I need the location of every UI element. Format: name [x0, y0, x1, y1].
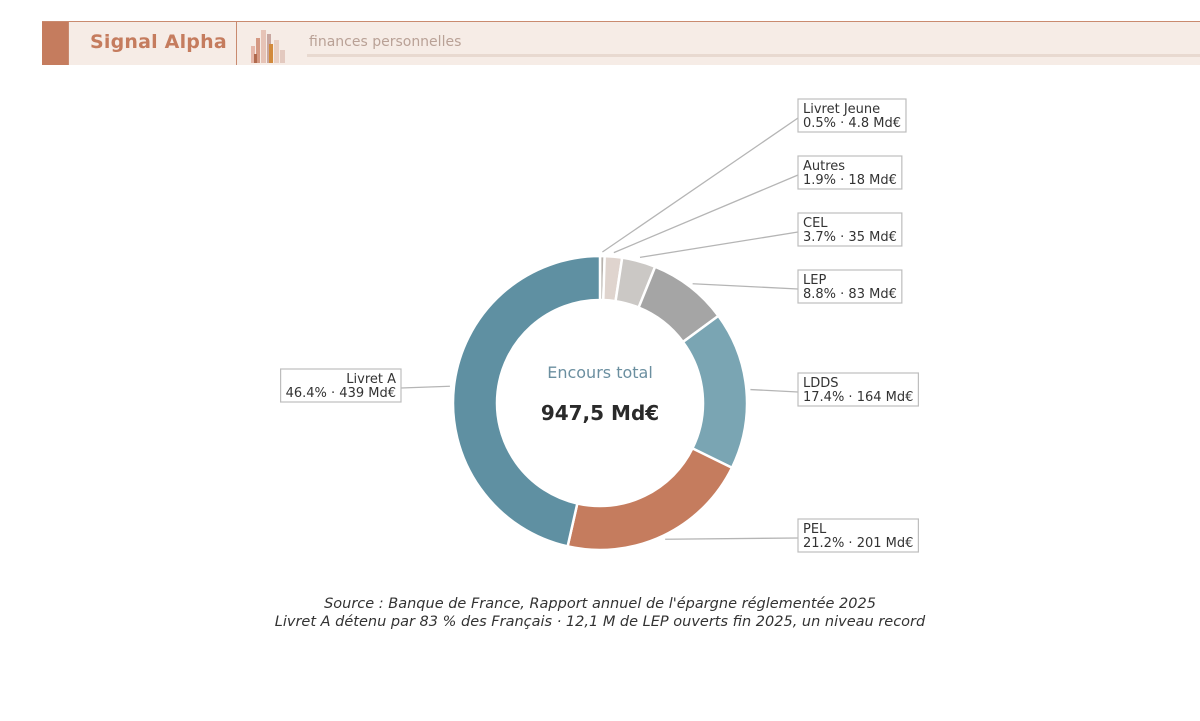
- brand-title[interactable]: Signal Alpha: [90, 31, 227, 53]
- center-value: 947,5 Md€: [541, 401, 659, 425]
- slice-value-ldds: 17.4% · 164 Md€: [803, 390, 913, 405]
- slice-name-ldds: LDDS: [803, 376, 839, 391]
- slice-value-livret-a: 46.4% · 439 Md€: [286, 386, 396, 401]
- header-bar: Signal Alpha finances personnelles: [42, 21, 1200, 65]
- slice-ldds[interactable]: [681, 314, 749, 470]
- slice-value-pel: 21.2% · 201 Md€: [803, 536, 913, 551]
- slice-name-livret-a: Livret A: [346, 372, 396, 387]
- label-box-pel: [797, 518, 919, 553]
- slice-value-cel: 3.7% · 35 Md€: [803, 230, 897, 245]
- slice-pel[interactable]: [566, 446, 734, 552]
- leader-line-livret-a: [400, 385, 450, 389]
- slice-label-livret-a: Livret A46.4% · 439 Md€: [280, 368, 402, 403]
- slice-value-autres: 1.9% · 18 Md€: [803, 173, 897, 188]
- city-bars-icon: [251, 30, 285, 63]
- leader-line-pel: [665, 537, 799, 540]
- slice-name-pel: PEL: [803, 522, 827, 537]
- label-box-lep: [797, 269, 903, 304]
- source-note: Source : Banque de France, Rapport annue…: [324, 596, 876, 612]
- tagline: finances personnelles: [309, 34, 462, 50]
- brand-divider: [236, 22, 237, 65]
- slice-name-autres: Autres: [803, 159, 845, 174]
- leader-line-ldds: [750, 388, 799, 393]
- slice-value-livret-jeune: 0.5% · 4.8 Md€: [803, 116, 901, 131]
- slice-name-livret-jeune: Livret Jeune: [803, 102, 880, 117]
- label-box-livret-a: [280, 368, 402, 403]
- center-label: Encours total: [547, 363, 653, 382]
- slice-name-cel: CEL: [803, 216, 828, 231]
- label-box-ldds: [797, 372, 919, 407]
- footnote: Livret A détenu par 83 % des Français · …: [274, 614, 926, 630]
- leader-line-autres: [613, 174, 799, 254]
- brand-color-swatch: [42, 22, 68, 65]
- label-box-autres: [797, 155, 903, 190]
- leader-line-lep: [692, 283, 799, 290]
- leader-line-livret-jeune: [602, 117, 799, 253]
- slice-livret-a[interactable]: [451, 254, 602, 548]
- label-box-livret-jeune: [797, 98, 907, 133]
- slice-name-lep: LEP: [803, 273, 826, 288]
- header-divider: [68, 22, 69, 65]
- label-box-cel: [797, 212, 903, 247]
- leader-line-cel: [639, 231, 799, 259]
- tagline-underline: [307, 54, 1200, 57]
- slice-value-lep: 8.8% · 83 Md€: [803, 287, 897, 302]
